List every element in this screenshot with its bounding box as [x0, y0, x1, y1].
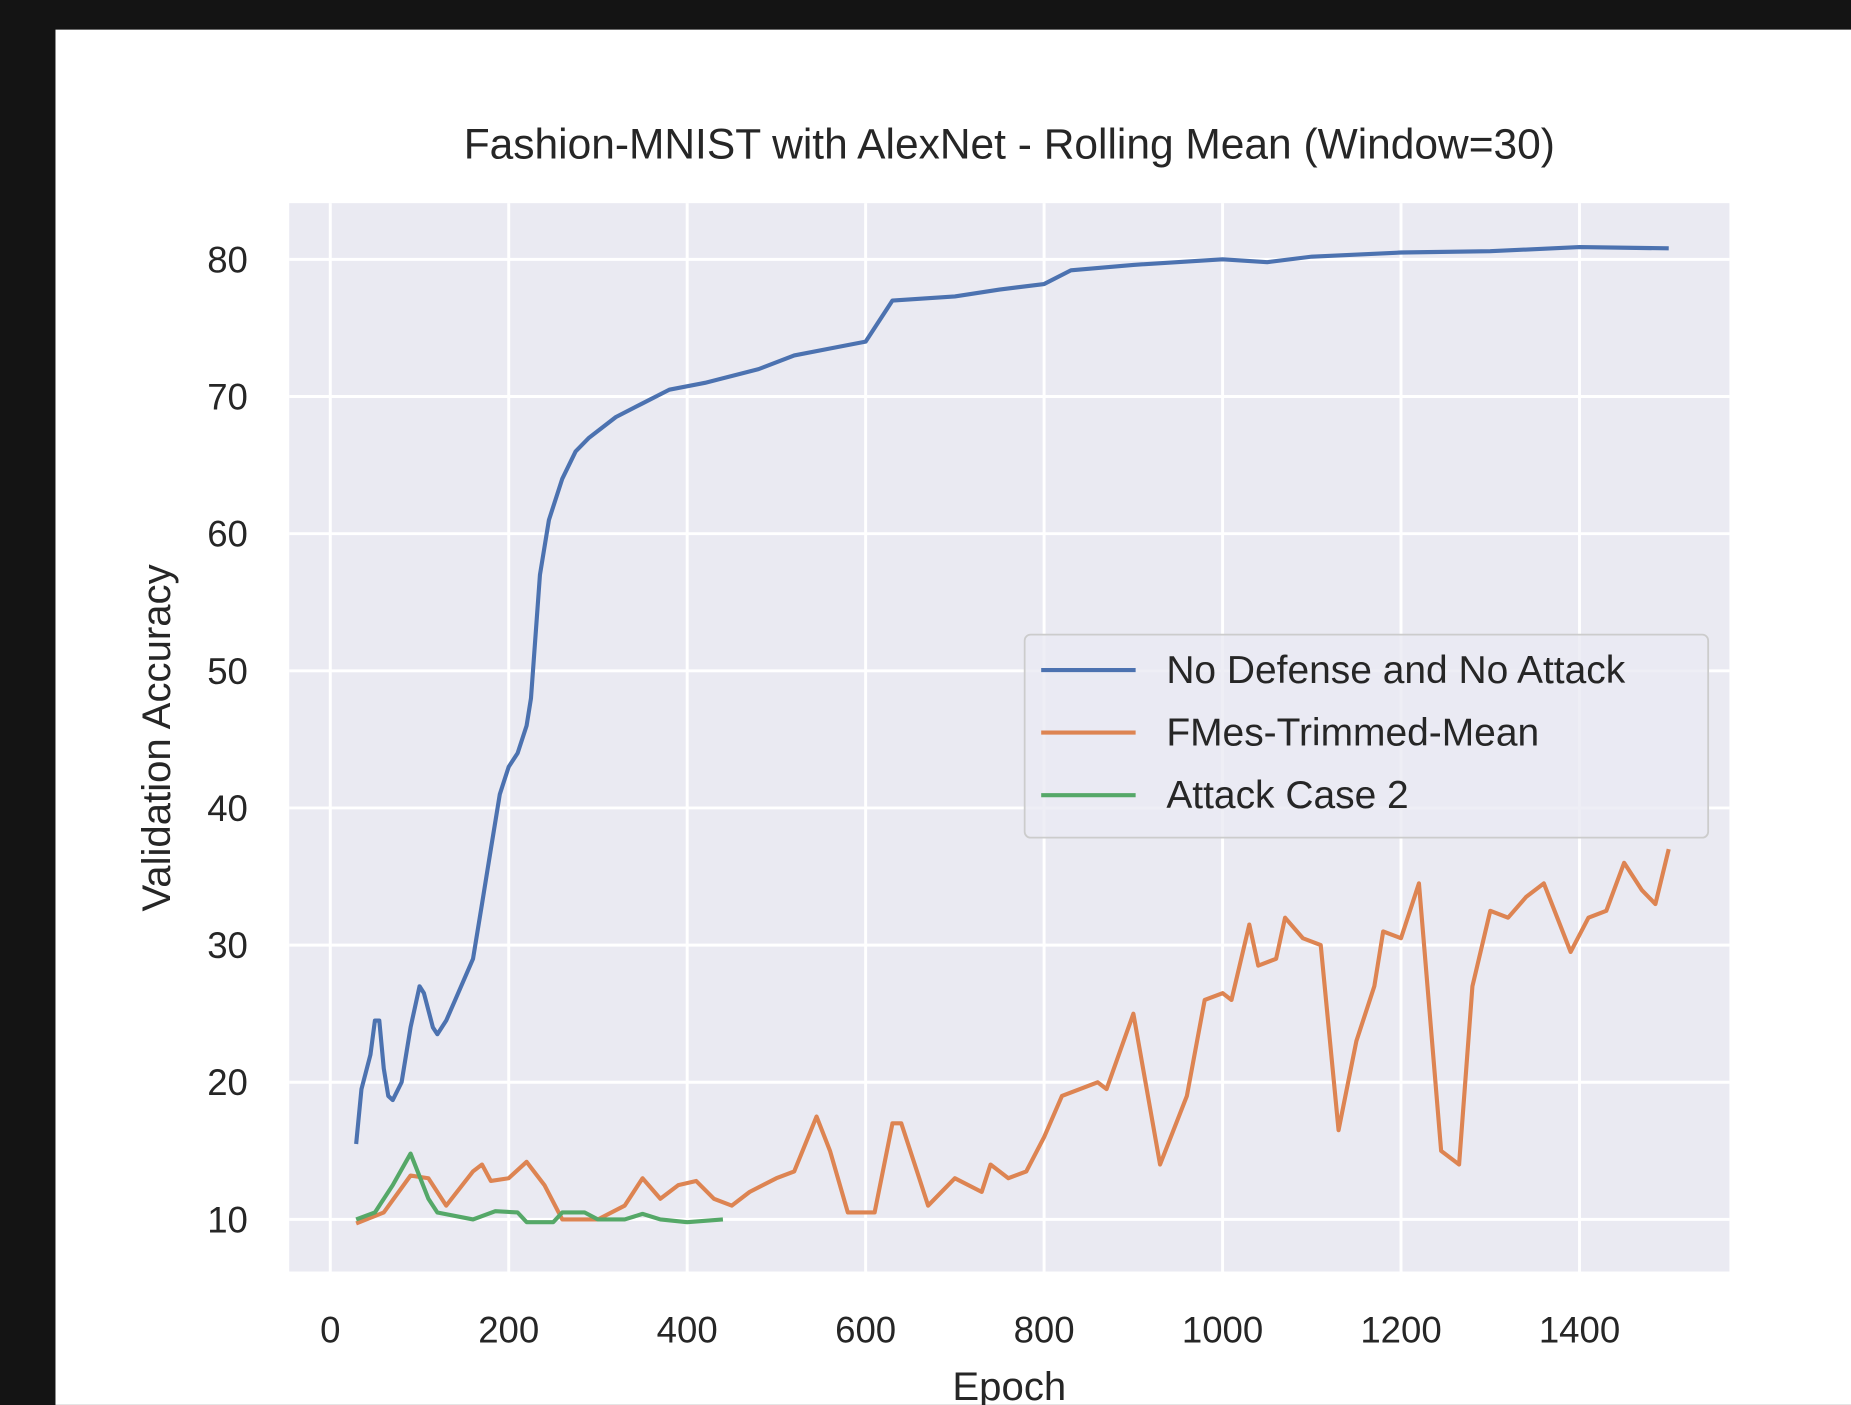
x-tick-label: 800: [1014, 1309, 1075, 1350]
x-tick-label: 1200: [1360, 1309, 1441, 1350]
data-line: [354, 245, 1669, 1145]
y-tick-label: 10: [207, 1199, 248, 1240]
legend-label: FMes-Trimmed-Mean: [1166, 712, 1539, 755]
x-tick-label: 1400: [1539, 1309, 1620, 1350]
y-axis-label: Validation Accuracy: [134, 564, 179, 911]
y-tick-label: 60: [207, 514, 248, 555]
y-tick-label: 50: [207, 651, 248, 692]
chart-title: Fashion-MNIST with AlexNet - Rolling Mea…: [464, 121, 1555, 168]
y-tick-label: 40: [207, 788, 248, 829]
data-line: [355, 1151, 724, 1225]
y-tick-label: 30: [207, 925, 248, 966]
y-tick-label: 80: [207, 239, 248, 280]
y-tick-label: 70: [207, 377, 248, 418]
x-axis-label: Epoch: [952, 1364, 1066, 1405]
x-tick-label: 0: [320, 1309, 340, 1350]
x-tick-label: 200: [478, 1309, 539, 1350]
legend-label: No Defense and No Attack: [1166, 649, 1625, 692]
y-tick-label: 20: [207, 1062, 248, 1103]
x-tick-label: 400: [657, 1309, 718, 1350]
legend-label: Attack Case 2: [1166, 774, 1408, 817]
legend-box: [1023, 633, 1710, 839]
data-line: [355, 848, 1671, 1226]
x-tick-label: 600: [835, 1309, 896, 1350]
x-tick-label: 1000: [1182, 1309, 1263, 1350]
